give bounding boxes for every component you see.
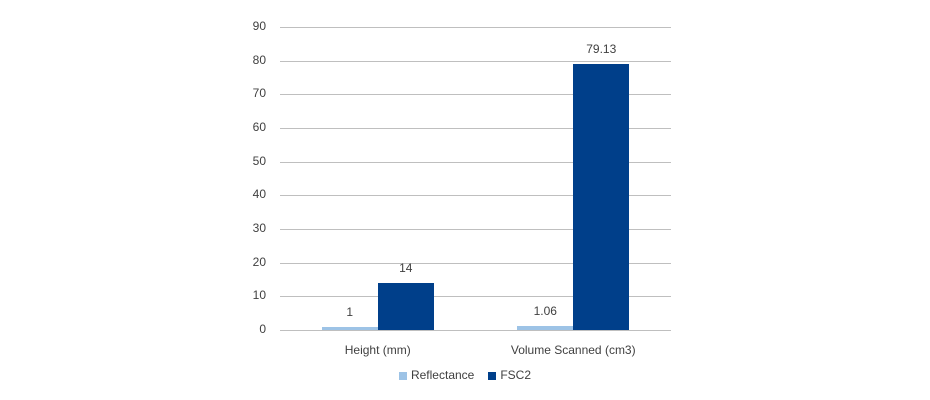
bar-fsc2-0	[377, 282, 434, 330]
gridline	[280, 94, 671, 95]
x-category-label: Height (mm)	[344, 343, 411, 357]
y-tick-label: 60	[252, 120, 266, 134]
gridline	[280, 296, 671, 297]
y-tick-label: 10	[252, 288, 266, 302]
data-label: 1	[346, 304, 354, 319]
gridline	[280, 162, 671, 163]
gridline	[280, 128, 671, 129]
gridline	[280, 27, 671, 28]
x-category-label: Volume Scanned (cm3)	[510, 343, 636, 357]
gridline	[280, 330, 671, 331]
legend-swatch-icon	[488, 372, 497, 380]
y-tick-label: 0	[259, 322, 266, 336]
legend-swatch-icon	[398, 372, 407, 380]
gridline	[280, 61, 671, 62]
legend-item-reflectance: Reflectance	[398, 368, 475, 382]
y-tick-label: 30	[252, 221, 266, 235]
legend-label: FSC2	[500, 368, 532, 382]
y-tick-label: 50	[252, 154, 266, 168]
data-label: 1.06	[533, 304, 557, 319]
bar-reflectance-1	[517, 326, 574, 330]
legend-item-fsc2: FSC2	[488, 368, 531, 382]
data-label: 79.13	[586, 41, 617, 56]
gridline	[280, 195, 671, 196]
y-tick-label: 40	[252, 187, 266, 201]
y-tick-label: 80	[252, 53, 266, 67]
gridline	[280, 229, 671, 230]
bar-reflectance-0	[321, 326, 378, 330]
legend: Reflectance FSC2	[0, 368, 930, 382]
y-tick-label: 90	[252, 19, 266, 33]
data-label: 14	[399, 260, 413, 275]
y-tick-label: 70	[252, 86, 266, 100]
y-tick-label: 20	[252, 255, 266, 269]
legend-label: Reflectance	[410, 368, 475, 382]
bar-fsc2-1	[573, 63, 630, 330]
gridline	[280, 263, 671, 264]
